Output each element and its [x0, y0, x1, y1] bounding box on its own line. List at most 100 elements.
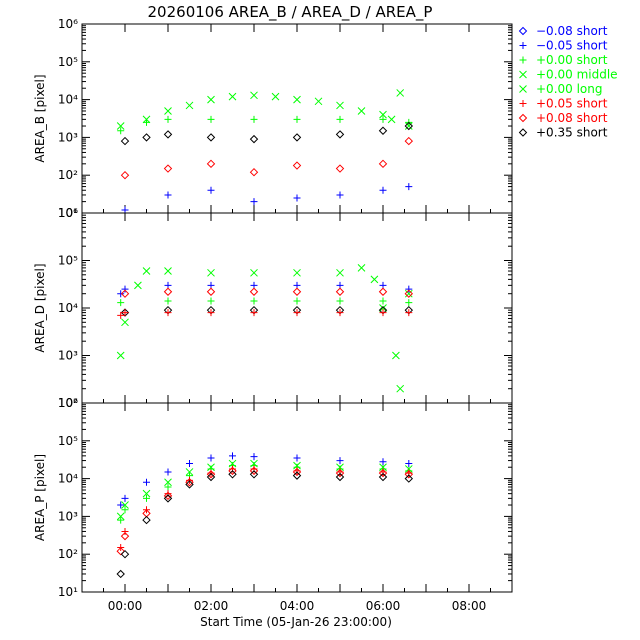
data-point [165, 309, 172, 316]
data-point [397, 89, 404, 96]
data-point [117, 352, 124, 359]
data-point [208, 309, 215, 316]
data-point [251, 92, 258, 99]
legend-label: +0.00 long [536, 82, 603, 96]
data-point [337, 131, 344, 138]
data-point [117, 570, 124, 577]
data-point [294, 455, 301, 462]
data-point [165, 165, 172, 172]
x-axis-label: Start Time (05-Jan-26 23:00:00) [200, 615, 392, 629]
data-point [315, 98, 322, 105]
data-point [405, 183, 412, 190]
series-3 [122, 288, 413, 297]
data-point [186, 460, 193, 467]
data-point [134, 282, 141, 289]
data-point [165, 490, 172, 497]
y-tick-label: 10⁴ [58, 301, 78, 315]
data-point [392, 352, 399, 359]
legend-label: +0.05 short [536, 97, 608, 111]
legend-entry: +0.00 long [520, 82, 603, 96]
data-point [165, 298, 172, 305]
y-tick-label: 10² [58, 547, 78, 561]
data-point [294, 134, 301, 141]
x-tick-label: 08:00 [452, 599, 487, 613]
data-point [337, 165, 344, 172]
y-tick-label: 10³ [58, 509, 78, 523]
plot-frame [82, 213, 512, 403]
y-tick-label: 10⁵ [58, 55, 78, 69]
legend-marker [520, 100, 527, 107]
data-point [143, 134, 150, 141]
data-point [122, 138, 129, 145]
y-tick-label: 10² [58, 168, 78, 182]
y-axis-label: AREA_B [pixel] [33, 74, 47, 162]
data-point [380, 187, 387, 194]
data-point [229, 93, 236, 100]
data-point [272, 93, 279, 100]
data-point [165, 131, 172, 138]
legend-label: −0.08 short [536, 24, 608, 38]
data-point [165, 107, 172, 114]
data-point [143, 268, 150, 275]
data-point [337, 102, 344, 109]
data-point [337, 288, 344, 295]
data-point [337, 298, 344, 305]
y-axis-label: AREA_P [pixel] [33, 454, 47, 541]
data-point [251, 453, 258, 460]
y-axis-label: AREA_D [pixel] [33, 263, 47, 352]
panel-1: 10¹10²10³10⁴10⁵10⁶AREA_B [pixel] [33, 17, 512, 220]
series-1 [117, 89, 412, 129]
data-point [405, 138, 412, 145]
x-tick-label: 04:00 [280, 599, 315, 613]
legend: −0.08 short−0.05 short+0.00 short+0.00 m… [520, 24, 618, 140]
data-point [380, 160, 387, 167]
series-1 [117, 452, 412, 508]
data-point [165, 468, 172, 475]
panel-3: 10¹ 10² 10³ 10⁴ 10⁵ 10⁶ 00:00 02:00 04:00 06:00 08… [33, 396, 512, 613]
legend-entry: +0.00 short [520, 53, 608, 67]
data-point [294, 162, 301, 169]
series-1 [117, 264, 412, 392]
data-point [337, 457, 344, 464]
legend-entry: +0.08 short [520, 111, 608, 125]
series-2 [117, 282, 412, 297]
data-point [337, 116, 344, 123]
data-point [143, 479, 150, 486]
series-5 [122, 183, 413, 213]
data-point [380, 298, 387, 305]
y-tick-label: 10⁶ [58, 206, 78, 220]
data-point [397, 385, 404, 392]
data-point [122, 495, 129, 502]
series-5 [122, 307, 413, 316]
series-2 [117, 116, 412, 134]
data-point [117, 517, 124, 524]
legend-entry: +0.35 short [520, 126, 608, 140]
y-tick-label: 10¹ [58, 585, 78, 599]
data-point [251, 169, 258, 176]
data-point [294, 96, 301, 103]
data-point [208, 116, 215, 123]
data-point [122, 172, 129, 179]
legend-marker [520, 71, 527, 78]
data-point [388, 116, 395, 123]
legend-marker [520, 57, 527, 64]
series-2 [117, 460, 412, 520]
data-point [117, 290, 124, 297]
data-point [117, 299, 124, 306]
panel-2: 10² 10³ 10⁴ 10⁵ 10⁶ AREA_D [pixel] [33, 206, 512, 410]
legend-entry: +0.00 middle [520, 68, 618, 82]
legend-entry: −0.05 short [520, 39, 608, 53]
data-point [186, 102, 193, 109]
legend-marker [520, 115, 527, 122]
series-4 [122, 138, 413, 179]
series-3 [117, 462, 412, 523]
y-tick-label: 10³ [58, 130, 78, 144]
series-4 [117, 465, 412, 551]
data-point [405, 299, 412, 306]
data-point [208, 455, 215, 462]
series-3 [122, 123, 413, 145]
data-point [251, 198, 258, 205]
legend-entry: +0.05 short [520, 97, 608, 111]
x-tick-label: 02:00 [194, 599, 229, 613]
